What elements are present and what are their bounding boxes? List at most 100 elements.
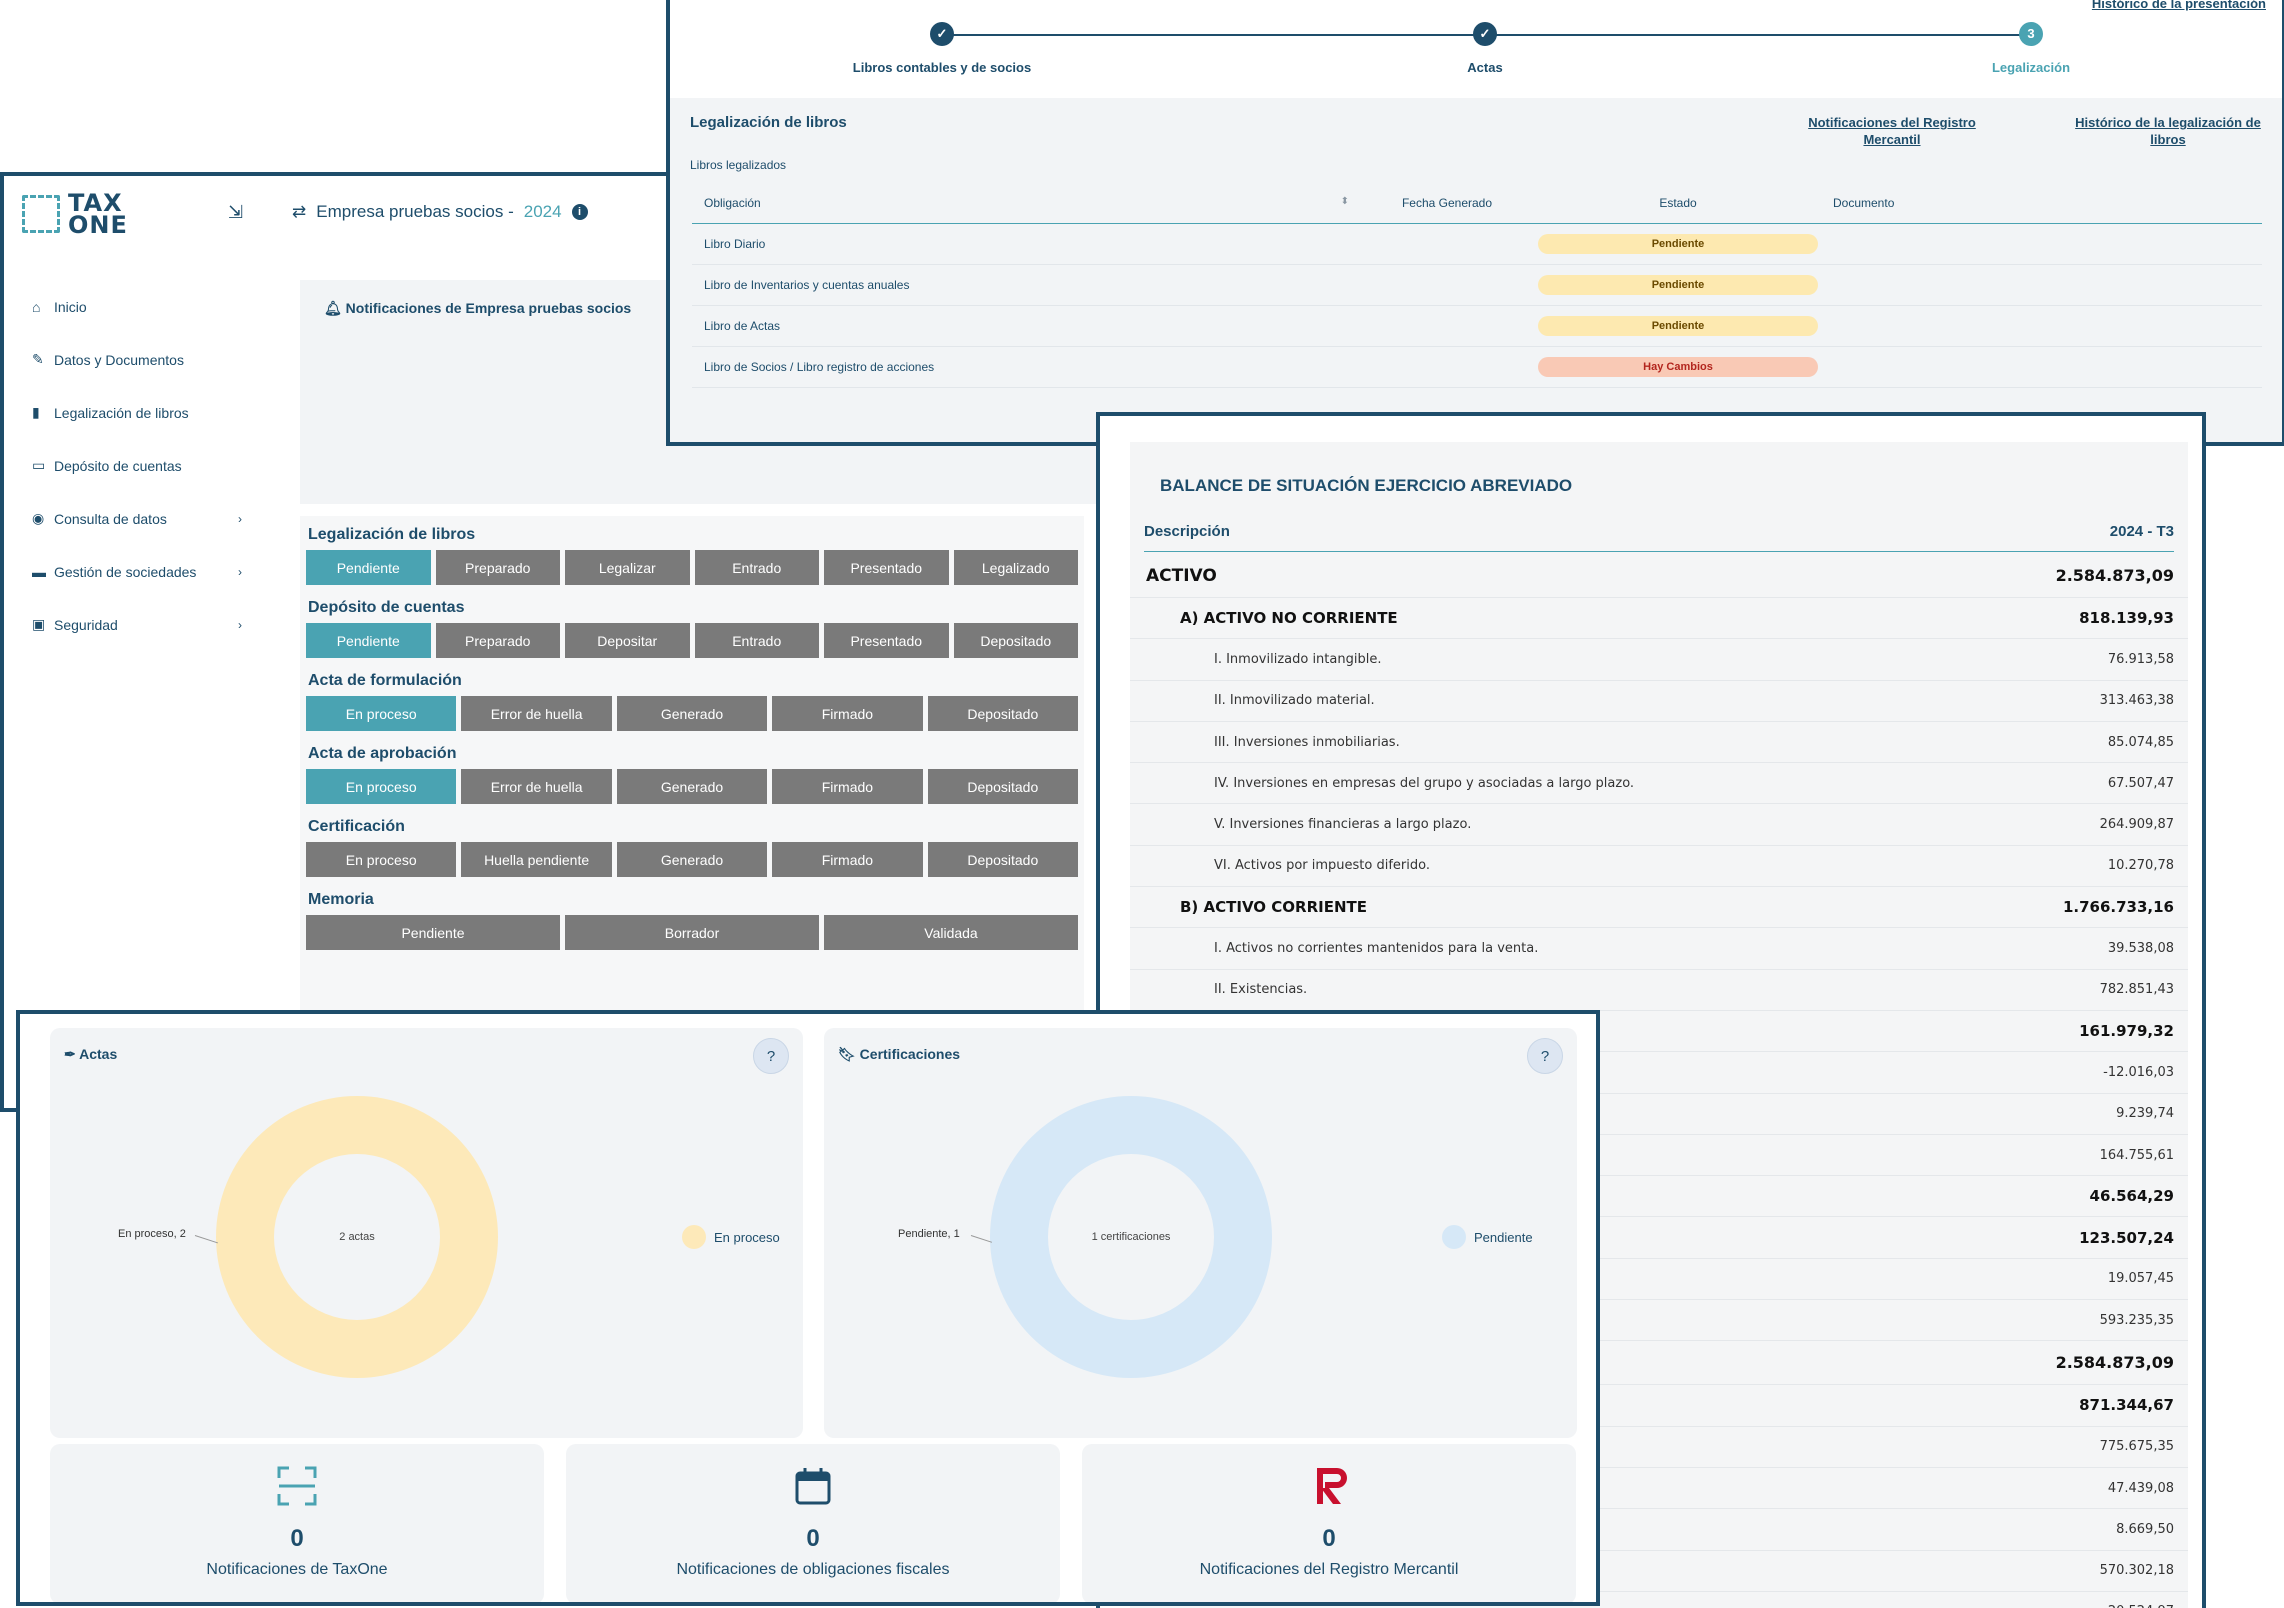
status-step[interactable]: Borrador (565, 915, 819, 950)
certificaciones-legend[interactable]: Pendiente (1442, 1225, 1533, 1249)
table-row[interactable]: Libro Diario Pendiente (692, 224, 2262, 265)
balance-row: II. Inmovilizado material. 313.463,38 (1130, 681, 2188, 722)
balance-row: 570.302,18 (1130, 1551, 2188, 1592)
col-estado[interactable]: Estado (1659, 195, 1697, 210)
actas-help-button[interactable]: ? (753, 1038, 789, 1074)
fiscal-notifications-card[interactable]: 0 Notificaciones de obligaciones fiscale… (566, 1444, 1060, 1602)
status-group-label: Memoria (308, 891, 374, 908)
historico-presentacion-link[interactable]: Histórico de la presentación (2091, 0, 2266, 11)
actas-donut[interactable] (216, 1096, 498, 1378)
status-step[interactable]: Firmado (772, 842, 923, 877)
status-step[interactable]: Depositado (953, 623, 1078, 658)
status-step[interactable]: Huella pendiente (461, 842, 612, 877)
libros-legalizados-subtitle: Libros legalizados (690, 158, 787, 172)
status-step[interactable]: Depositar (565, 623, 690, 658)
status-step[interactable]: Depositado (927, 696, 1079, 731)
info-icon[interactable]: i (571, 204, 588, 220)
status-step[interactable]: Generado (616, 696, 768, 731)
sidebar-item-label: Consulta de datos (54, 510, 167, 527)
actas-legend[interactable]: En proceso (682, 1225, 780, 1249)
balance-value: 775.675,35 (2099, 1439, 2174, 1455)
status-step[interactable]: Error de huella (461, 696, 612, 731)
certificaciones-help-button[interactable]: ? (1527, 1038, 1563, 1074)
status-step[interactable]: Firmado (772, 769, 923, 804)
sort-icon[interactable]: ⬍ (1340, 195, 1349, 207)
status-step[interactable]: Depositado (927, 769, 1079, 804)
status-step[interactable]: Preparado (435, 550, 560, 585)
balance-row: 47.439,08 (1130, 1468, 2188, 1510)
company-year[interactable]: 2024 (523, 202, 562, 221)
collapse-sidebar-icon[interactable]: ⇲ (228, 202, 244, 222)
company-selector[interactable]: ⇄ Empresa pruebas socios - 2024 i (292, 202, 588, 222)
sidebar-item-4[interactable]: ◉ Consulta de datos › (32, 492, 242, 545)
status-step[interactable]: Generado (616, 769, 768, 804)
taxone-logo-mark (22, 195, 60, 233)
sidebar-item-5[interactable]: ▬ Gestión de sociedades › (32, 545, 242, 598)
certificaciones-donut[interactable] (990, 1096, 1272, 1378)
sidebar-nav: ⌂ Inicio ✎ Datos y Documentos ▮ Legalización … (32, 280, 242, 651)
status-step[interactable]: Generado (616, 842, 768, 877)
balance-row: VI. Activos por impuesto diferido. 10.270… (1130, 846, 2188, 888)
col-obligacion[interactable]: Obligación ⬍ (704, 195, 1349, 210)
status-step[interactable]: Error de huella (461, 769, 612, 804)
switch-company-icon[interactable]: ⇄ (292, 202, 307, 221)
registro-notifications-card[interactable]: 0 Notificaciones del Registro Mercantil (1082, 1444, 1576, 1602)
step-2-label[interactable]: Actas (1467, 60, 1503, 75)
status-row: Pendiente Preparado Legalizar Entrado Presen… (306, 550, 1078, 585)
sidebar-item-6[interactable]: ▣ Seguridad › (32, 598, 242, 651)
sidebar-item-3[interactable]: ▭ Depósito de cuentas (32, 439, 242, 492)
status-step[interactable]: En proceso (306, 769, 457, 804)
status-row: Pendiente Preparado Depositar Entrado Presen… (306, 623, 1078, 658)
bookmark-icon: 🔖︎ (838, 1046, 856, 1062)
status-step[interactable]: Depositado (927, 842, 1079, 877)
status-step[interactable]: Pendiente (306, 915, 560, 950)
status-step[interactable]: Presentado (824, 623, 949, 658)
taxone-notifications-card[interactable]: 0 Notificaciones de TaxOne (50, 1444, 544, 1602)
historico-legalizacion-link[interactable]: Histórico de la legalización de libros (2075, 115, 2261, 147)
table-row[interactable]: Libro de Actas Pendiente (692, 306, 2262, 347)
status-step[interactable]: Validada (824, 915, 1078, 950)
certificaciones-callout: Pendiente, 1 (898, 1228, 960, 1240)
status-step[interactable]: Pendiente (306, 550, 431, 585)
status-step[interactable]: Legalizar (565, 550, 690, 585)
step-1-check-icon[interactable]: ✓ (930, 22, 954, 46)
balance-value: 47.439,08 (2107, 1480, 2174, 1496)
status-step[interactable]: Firmado (772, 696, 923, 731)
balance-title: BALANCE DE SITUACIÓN EJERCICIO ABREVIADO (1160, 476, 1573, 495)
status-step[interactable]: Entrado (694, 550, 819, 585)
balance-row: 19.057,45 (1130, 1259, 2188, 1301)
step-2-check-icon[interactable]: ✓ (1473, 22, 1497, 46)
status-group-label: Certificación (308, 818, 405, 835)
bell-icon: 🔔︎ (324, 300, 342, 316)
sidebar-item-label: Legalización de libros (54, 404, 189, 421)
balance-row: B) ACTIVO CORRIENTE 1.766.733,16 (1130, 887, 2188, 929)
sidebar-item-1[interactable]: ✎ Datos y Documentos (32, 333, 242, 386)
status-step[interactable]: Preparado (435, 623, 560, 658)
status-step[interactable]: En proceso (306, 696, 457, 731)
balance-value: 85.074,85 (2107, 734, 2174, 750)
col-fecha[interactable]: Fecha Generado (1401, 195, 1493, 210)
step-3-label[interactable]: Legalización (1991, 60, 2071, 75)
col-documento[interactable]: Documento (1833, 195, 1895, 210)
balance-desc: II. Inmovilizado material. (1214, 693, 1375, 709)
status-group-label: Acta de formulación (308, 672, 462, 689)
status-step[interactable]: Pendiente (306, 623, 431, 658)
lock-icon: ▣ (32, 616, 46, 632)
taxone-logo[interactable]: TAX ONE (22, 191, 128, 237)
balance-desc: I. Inmovilizado intangible. (1214, 651, 1382, 667)
status-step[interactable]: Legalizado (953, 550, 1078, 585)
status-step[interactable]: En proceso (306, 842, 457, 877)
status-step[interactable]: Entrado (694, 623, 819, 658)
step-1-label[interactable]: Libros contables y de socios (852, 60, 1032, 75)
balance-row: II. Existencias. 782.851,43 (1130, 970, 2188, 1011)
step-3-number[interactable]: 3 (2019, 22, 2043, 46)
table-row[interactable]: Libro de Inventarios y cuentas anuales Pe… (692, 265, 2262, 306)
table-row[interactable]: Libro de Socios / Libro registro de acci… (692, 347, 2262, 388)
registro-notifications-link[interactable]: Notificaciones del Registro Mercantil (1808, 115, 1976, 147)
actas-card: ✒ Actas ? 2 actas En proceso, 2 En proce… (50, 1028, 803, 1438)
sidebar-item-2[interactable]: ▮ Legalización de libros (32, 386, 242, 439)
sidebar-item-0[interactable]: ⌂ Inicio (32, 280, 242, 333)
status-step[interactable]: Presentado (824, 550, 949, 585)
actas-title: Actas (79, 1046, 118, 1062)
cell-obligacion: Libro de Inventarios y cuentas anuales (704, 278, 910, 292)
